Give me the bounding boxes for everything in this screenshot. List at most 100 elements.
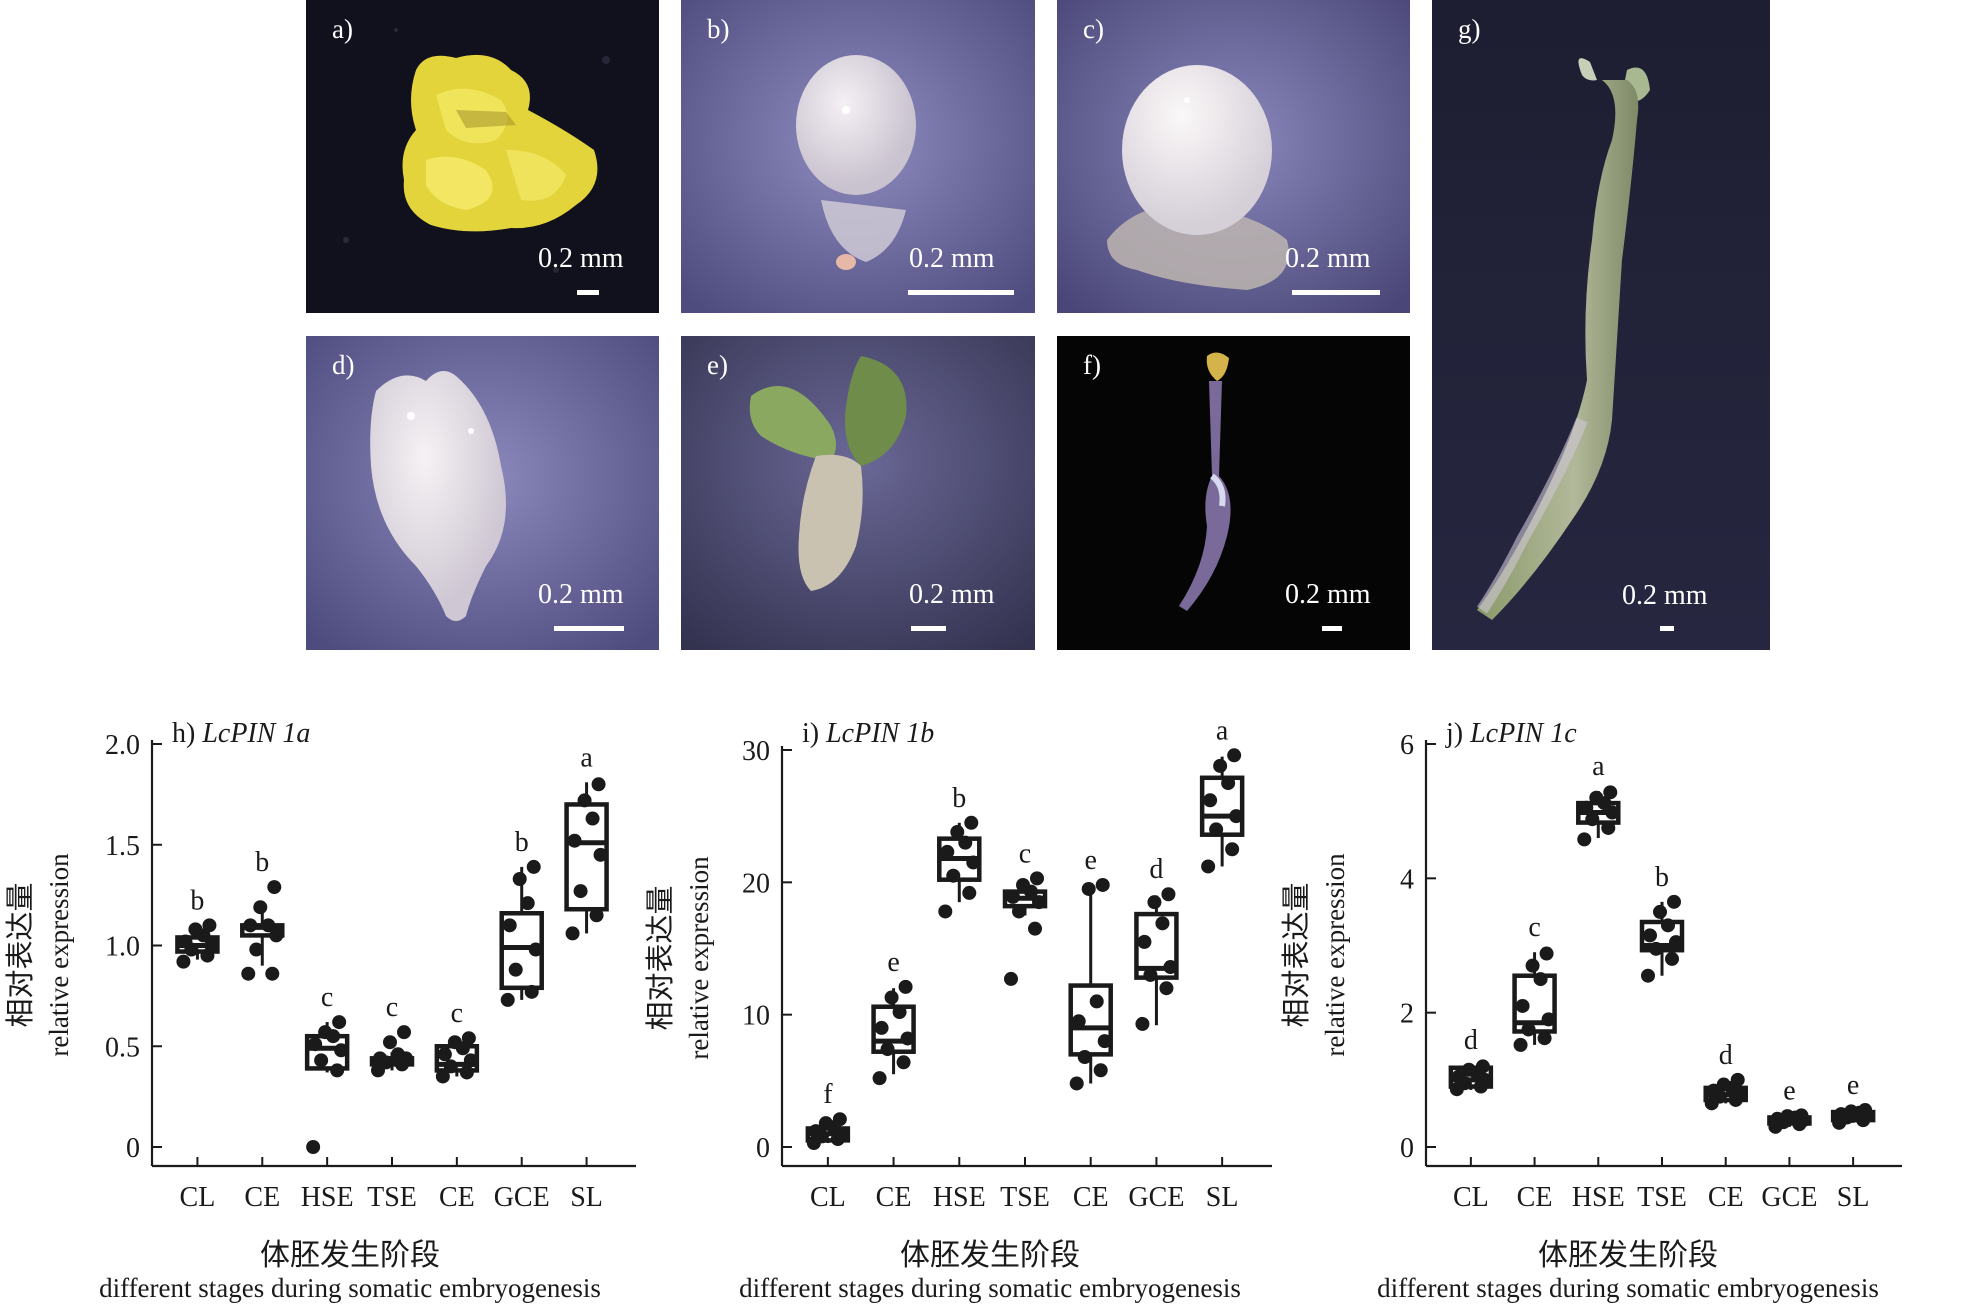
data-point [1669, 935, 1683, 950]
scale-bar-b [908, 290, 1014, 295]
significance-letter: a [1216, 715, 1229, 746]
data-point [1016, 877, 1030, 892]
x-tick-label: CE [1517, 1182, 1553, 1213]
data-point [1028, 921, 1042, 936]
chart-title: i) LcPIN 1b [802, 718, 934, 749]
scale-bar-d [554, 626, 624, 631]
significance-letter: e [887, 947, 899, 978]
chart-j: 0 2 4 6 相对表达量 relative expression j) LcPIN 1c C… [1272, 690, 1912, 1309]
significance-letter: a [580, 742, 593, 773]
panel-label-d: d) [332, 350, 355, 380]
photo-panel-d: d) 0.2 mm [306, 336, 659, 650]
data-point [391, 1047, 405, 1062]
data-point [524, 984, 539, 999]
x-tick-label: HSE [933, 1182, 986, 1213]
y-tick-label: 0 [126, 1133, 140, 1164]
data-point [267, 880, 282, 895]
seedling-image-f [1057, 336, 1410, 650]
data-point [176, 954, 191, 969]
data-point [874, 1020, 889, 1035]
y-axis-label-cn: 相对表达量 [643, 885, 677, 1030]
data-point [1227, 748, 1242, 763]
data-point [502, 918, 517, 933]
chart-h: 0 0.5 1.0 1.5 2.0 相对表达量 relative expression h) … [0, 690, 640, 1309]
data-point [1521, 1022, 1536, 1037]
data-point [892, 1005, 907, 1020]
data-point [373, 1051, 387, 1066]
x-tick-label: CE [876, 1182, 912, 1213]
significance-letter: b [952, 783, 966, 814]
data-point [1069, 1076, 1084, 1091]
x-tick-label: CL [180, 1182, 216, 1213]
significance-letter: b [1655, 862, 1669, 893]
photo-panel-c: c) 0.2 mm [1057, 0, 1410, 313]
data-point [308, 1037, 323, 1052]
panel-label-g: g) [1458, 14, 1481, 44]
scale-label-a: 0.2 mm [538, 243, 624, 274]
scale-bar-c [1292, 290, 1380, 295]
data-point [938, 904, 953, 919]
data-point [1012, 904, 1026, 919]
chart-h-xlabel-cn: 体胚发生阶段 [260, 1238, 440, 1273]
chart-title: j) LcPIN 1c [1445, 718, 1577, 749]
y-tick-label: 1.0 [105, 932, 140, 963]
y-axis-label-cn: 相对表达量 [1279, 882, 1313, 1027]
y-tick-label: 6 [1400, 730, 1414, 761]
data-point [1004, 971, 1018, 986]
x-tick-label: GCE [494, 1182, 550, 1213]
x-tick-label: HSE [1572, 1182, 1625, 1213]
data-point [1539, 946, 1554, 961]
significance-letter: b [515, 827, 529, 858]
data-point [397, 1025, 411, 1040]
significance-letter: b [255, 847, 269, 878]
data-point [1605, 805, 1620, 820]
scale-label-c: 0.2 mm [1285, 243, 1371, 274]
photo-panel-g: g) 0.2 mm [1432, 0, 1770, 650]
data-point [330, 1063, 345, 1078]
data-point [447, 1035, 462, 1050]
scale-label-g: 0.2 mm [1622, 580, 1708, 611]
data-point [241, 966, 256, 981]
y-tick-label: 0 [756, 1133, 770, 1164]
significance-letter: c [1528, 912, 1540, 943]
data-point [567, 833, 582, 848]
data-point [1667, 894, 1681, 909]
y-axis-label-cn: 相对表达量 [3, 882, 37, 1027]
data-point [958, 835, 973, 850]
data-point [1475, 1059, 1490, 1074]
data-point [508, 962, 523, 977]
data-point [591, 777, 606, 792]
significance-letter: c [386, 992, 398, 1023]
data-point [383, 1035, 397, 1050]
data-point [1451, 1069, 1466, 1084]
data-point [593, 847, 608, 862]
data-point [940, 844, 955, 859]
data-point [249, 942, 264, 957]
data-point [565, 926, 580, 941]
data-point [1135, 1016, 1150, 1031]
significance-letter: d [1464, 1025, 1478, 1056]
data-point [204, 938, 219, 953]
data-point [261, 918, 276, 933]
data-point [1844, 1104, 1859, 1119]
data-point [573, 884, 588, 899]
panel-label-c: c) [1083, 14, 1104, 44]
y-tick-label: 0.5 [105, 1032, 140, 1063]
data-point [964, 815, 979, 830]
photo-panel-e: e) 0.2 mm [681, 336, 1035, 650]
x-tick-label: CE [1708, 1182, 1744, 1213]
data-point [1643, 928, 1657, 943]
scale-label-f: 0.2 mm [1285, 579, 1371, 610]
data-point [1006, 889, 1020, 904]
data-point [1030, 871, 1044, 886]
data-point [1641, 968, 1655, 983]
data-point [1229, 809, 1244, 824]
significance-letter: d [1719, 1040, 1733, 1071]
chart-h-xlabel-en: different stages during somatic embryoge… [99, 1273, 601, 1303]
data-point [1097, 1034, 1112, 1049]
data-point [1201, 859, 1216, 874]
x-tick-label: SL [570, 1182, 603, 1213]
y-tick-label: 10 [742, 1001, 770, 1032]
chart-title: h) LcPIN 1a [172, 718, 310, 749]
x-tick-label: GCE [1761, 1182, 1817, 1213]
